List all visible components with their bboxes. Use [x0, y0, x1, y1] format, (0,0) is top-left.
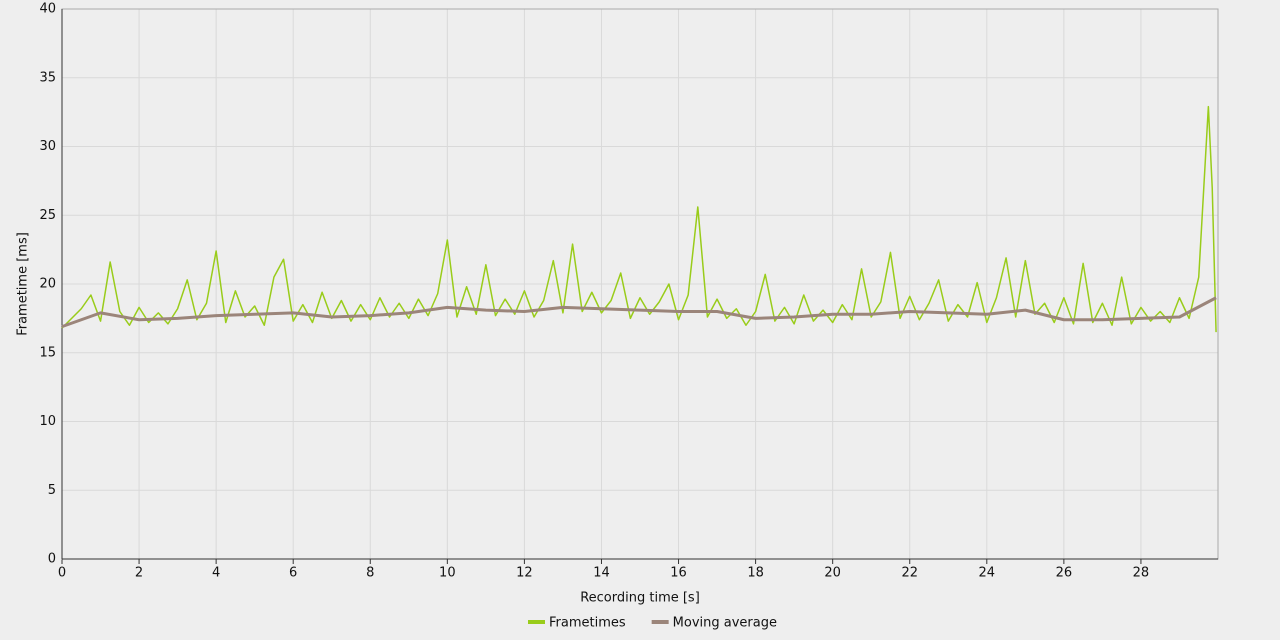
y-tick-label: 35	[39, 70, 56, 85]
y-tick-label: 5	[48, 483, 56, 498]
legend-label: Frametimes	[549, 616, 626, 631]
x-tick-label: 16	[670, 566, 687, 581]
x-tick-label: 22	[901, 566, 918, 581]
x-tick-label: 12	[516, 566, 533, 581]
x-tick-label: 8	[366, 566, 374, 581]
x-tick-label: 4	[212, 566, 220, 581]
x-axis-label: Recording time [s]	[580, 591, 700, 606]
x-tick-label: 10	[439, 566, 456, 581]
x-tick-label: 6	[289, 566, 297, 581]
x-tick-label: 18	[747, 566, 764, 581]
y-tick-label: 10	[39, 414, 56, 429]
series-line	[61, 105, 1217, 333]
series-line	[61, 296, 1217, 329]
legend-label: Moving average	[673, 616, 777, 631]
y-tick-label: 0	[48, 552, 56, 567]
y-tick-label: 20	[39, 277, 56, 292]
x-tick-label: 20	[824, 566, 841, 581]
y-tick-label: 30	[39, 139, 56, 154]
y-tick-label: 25	[39, 208, 56, 223]
x-tick-label: 26	[1056, 566, 1073, 581]
x-tick-label: 0	[58, 566, 66, 581]
x-tick-label: 2	[135, 566, 143, 581]
x-tick-label: 24	[979, 566, 996, 581]
y-tick-label: 15	[39, 345, 56, 360]
y-axis-label: Frametime [ms]	[16, 232, 31, 336]
y-tick-label: 40	[39, 2, 56, 17]
x-tick-label: 14	[593, 566, 610, 581]
x-tick-label: 28	[1133, 566, 1150, 581]
